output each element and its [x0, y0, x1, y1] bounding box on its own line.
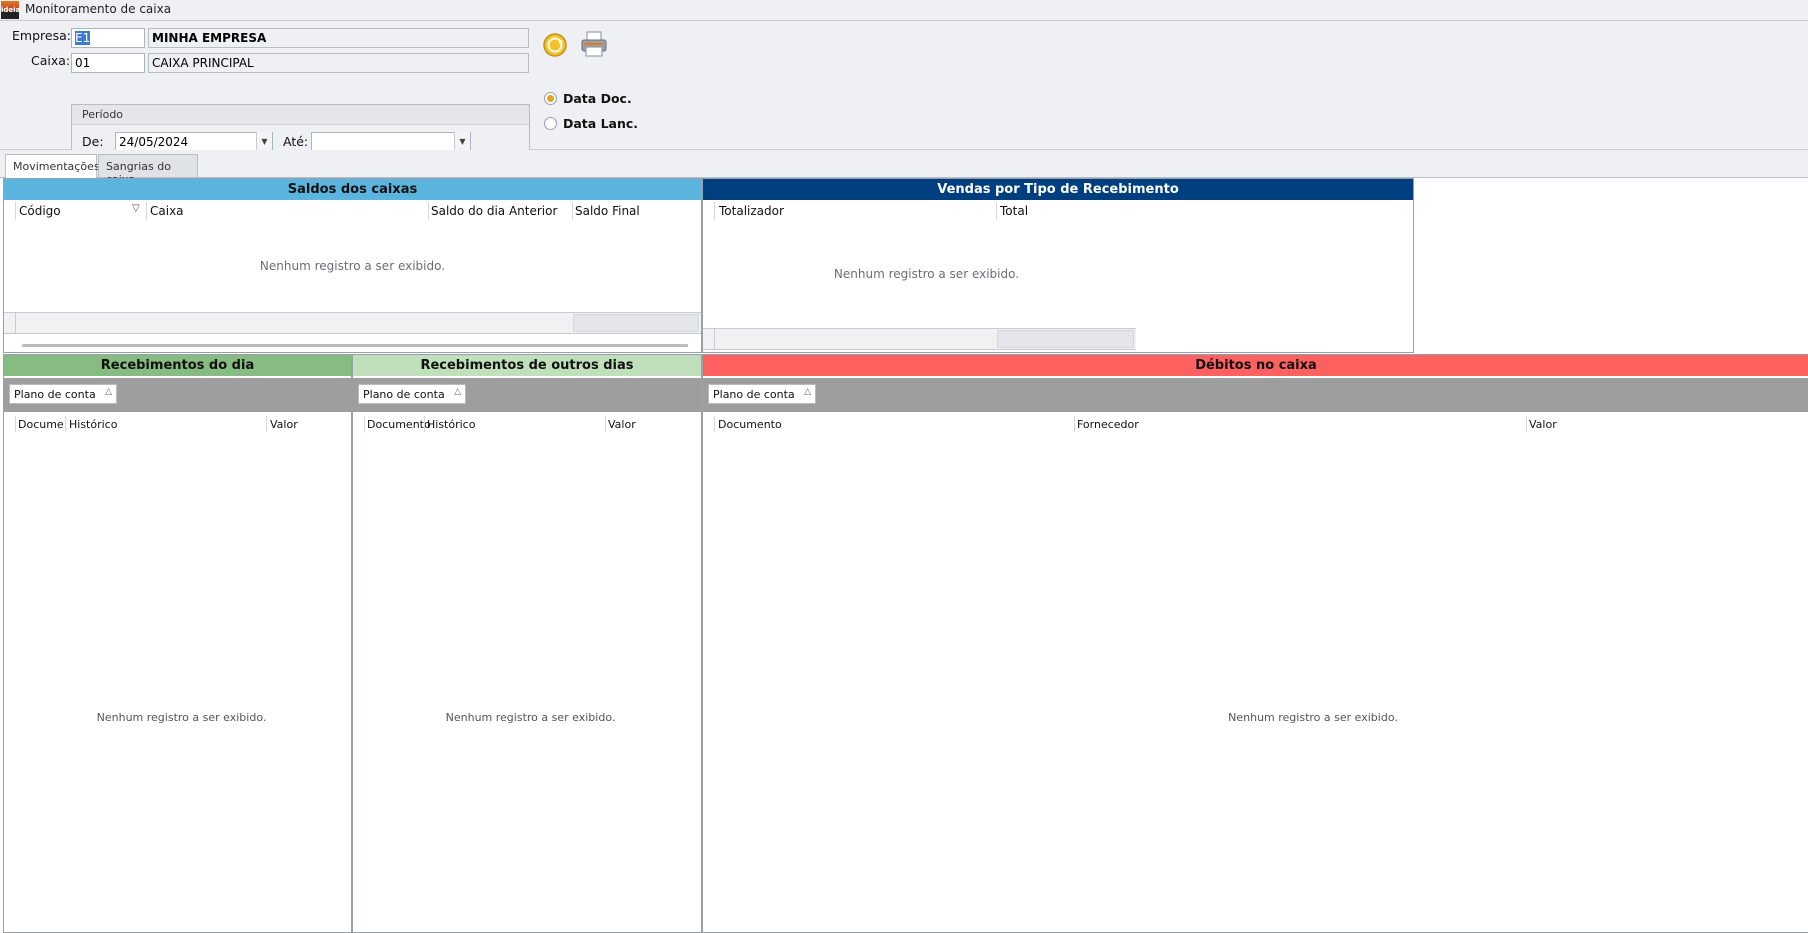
debitos-title: Débitos no caixa [703, 355, 1808, 376]
radio-data-lanc-label[interactable]: Data Lanc. [563, 116, 639, 131]
group-chip-plano-conta[interactable]: Plano de conta △ [358, 384, 466, 404]
saldos-empty-message: Nenhum registro a ser exibido. [259, 259, 446, 273]
receb-outros-empty-message: Nenhum registro a ser exibido. [445, 711, 616, 724]
refresh-icon[interactable] [542, 32, 568, 58]
debitos-empty-message: Nenhum registro a ser exibido. [1228, 711, 1398, 724]
empresa-label: Empresa: [12, 28, 71, 43]
receb-dia-title: Recebimentos do dia [4, 355, 351, 376]
sort-down-icon[interactable]: ▽ [132, 203, 140, 214]
date-to-input[interactable]: ▼ [311, 132, 471, 152]
col-valor[interactable]: Valor [1529, 418, 1557, 431]
radio-data-doc[interactable] [544, 92, 557, 105]
app-logo: ideia [1, 1, 20, 19]
sort-up-icon: △ [105, 387, 112, 397]
col-caixa[interactable]: Caixa [150, 204, 184, 218]
window-title: Monitoramento de caixa [25, 2, 172, 16]
col-historico[interactable]: Histórico [427, 418, 476, 431]
saldos-panel: Saldos dos caixas Código ▽ Caixa Saldo d… [3, 178, 702, 353]
col-historico[interactable]: Histórico [69, 418, 118, 431]
vendas-panel: Vendas por Tipo de Recebimento Totalizad… [702, 178, 1414, 353]
chevron-down-icon[interactable]: ▼ [256, 132, 272, 152]
col-total[interactable]: Total [1000, 204, 1029, 218]
debitos-panel: Débitos no caixa Plano de conta △ Docume… [702, 354, 1808, 933]
saldos-title: Saldos dos caixas [4, 179, 701, 200]
date-from-value: 24/05/2024 [119, 135, 189, 149]
group-chip-plano-conta[interactable]: Plano de conta △ [708, 384, 816, 404]
filter-form: Empresa: E1 MINHA EMPRESA Caixa: 01 CAIX… [0, 21, 1808, 160]
tab-movimentacoes[interactable]: Movimentações [5, 154, 100, 179]
caixa-code-input[interactable]: 01 [71, 53, 145, 73]
tab-sangrias[interactable]: Sangrias do caixa [98, 154, 198, 186]
group-chip-plano-conta[interactable]: Plano de conta △ [9, 384, 117, 404]
date-from-input[interactable]: 24/05/2024 ▼ [115, 132, 273, 152]
receb-outros-group-bar: Plano de conta △ [353, 378, 701, 412]
col-codigo[interactable]: Código [19, 204, 61, 218]
saldos-footer-bar [4, 312, 701, 334]
saldos-footer-cell [573, 314, 699, 332]
col-documento[interactable]: Documento [718, 418, 782, 431]
radio-data-doc-label[interactable]: Data Doc. [563, 91, 632, 106]
receb-dia-group-bar: Plano de conta △ [4, 378, 351, 412]
debitos-header-row: Documento Fornecedor Valor [703, 415, 1808, 433]
col-valor[interactable]: Valor [608, 418, 636, 431]
col-fornecedor[interactable]: Fornecedor [1077, 418, 1139, 431]
vendas-header-row: Totalizador Total [703, 200, 1413, 222]
col-saldo-anterior[interactable]: Saldo do dia Anterior [431, 204, 558, 218]
window-titlebar: ideia Monitoramento de caixa [0, 0, 1808, 21]
saldos-hscrollbar[interactable] [22, 344, 688, 347]
vendas-footer-bar [703, 328, 1136, 350]
receb-dia-header-row: Documento Histórico Valor [4, 415, 351, 433]
caixa-label: Caixa: [31, 53, 71, 68]
receb-outros-header-row: Documento Histórico Valor [353, 415, 701, 433]
sort-up-icon: △ [804, 387, 811, 397]
receb-dia-panel: Recebimentos do dia Plano de conta △ Doc… [3, 354, 352, 933]
periodo-title: Período [72, 105, 529, 125]
empresa-name-field: MINHA EMPRESA [148, 28, 529, 48]
printer-icon[interactable] [580, 30, 608, 58]
sort-up-icon: △ [454, 387, 461, 397]
receb-dia-empty-message: Nenhum registro a ser exibido. [96, 711, 267, 724]
vendas-empty-message: Nenhum registro a ser exibido. [833, 267, 1020, 281]
col-documento[interactable]: Documento [18, 418, 64, 431]
vendas-footer-cell [997, 330, 1134, 348]
caixa-name-field: CAIXA PRINCIPAL [148, 53, 529, 73]
debitos-group-bar: Plano de conta △ [703, 378, 1808, 412]
chevron-down-icon[interactable]: ▼ [454, 132, 470, 152]
col-totalizador[interactable]: Totalizador [719, 204, 784, 218]
receb-outros-panel: Recebimentos de outros dias Plano de con… [352, 354, 702, 933]
ate-label: Até: [283, 134, 309, 149]
de-label: De: [82, 134, 104, 149]
col-documento[interactable]: Documento [367, 418, 431, 431]
empresa-code-input[interactable]: E1 [71, 28, 145, 48]
radio-data-lanc[interactable] [544, 117, 557, 130]
col-valor[interactable]: Valor [270, 418, 298, 431]
vendas-title: Vendas por Tipo de Recebimento [703, 179, 1413, 200]
receb-outros-title: Recebimentos de outros dias [353, 355, 701, 376]
col-saldo-final[interactable]: Saldo Final [575, 204, 640, 218]
tab-strip: Movimentações Sangrias do caixa [0, 150, 1808, 186]
saldos-header-row: Código ▽ Caixa Saldo do dia Anterior Sal… [4, 200, 701, 222]
